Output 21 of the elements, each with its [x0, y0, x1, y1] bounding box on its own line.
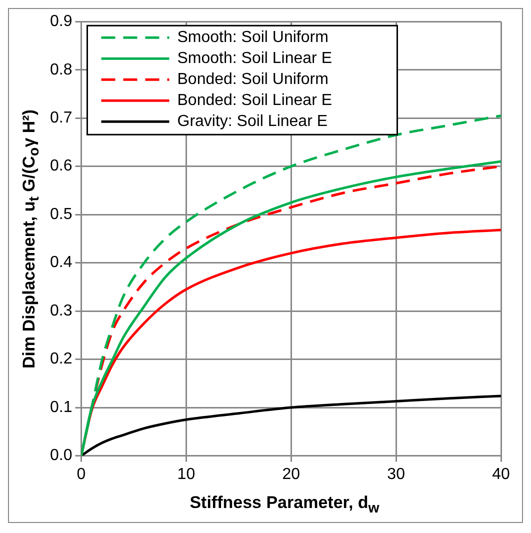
x-tick-label: 30 — [387, 466, 406, 483]
y-tick-label: 0.8 — [50, 61, 72, 78]
y-tick-label: 0.6 — [50, 158, 72, 175]
legend-label: Bonded: Soil Linear E — [177, 92, 332, 110]
y-tick-label: 0.7 — [50, 109, 72, 126]
legend-label: Gravity: Soil Linear E — [177, 113, 328, 130]
y-tick-label: 0.4 — [50, 254, 72, 272]
legend-label: Bonded: Soil Uniform — [177, 71, 328, 88]
y-tick-label: 0.2 — [50, 350, 72, 368]
y-tick-label: 0.9 — [50, 13, 72, 30]
y-tick-label: 0.5 — [50, 206, 72, 223]
x-axis-title: Stiffness Parameter, d$_{w}$ — [188, 492, 380, 516]
y-tick-label: 0.3 — [50, 302, 72, 320]
x-tick-label: 0 — [76, 466, 86, 483]
legend-label: Smooth: Soil Linear E — [177, 50, 332, 68]
y-tick-label: 0.1 — [50, 398, 72, 416]
y-tick-label: 0.0 — [50, 447, 72, 464]
legend-label: Smooth: Soil Uniform — [177, 29, 328, 46]
x-tick-label: 20 — [282, 466, 300, 483]
x-tick-label: 10 — [177, 466, 196, 483]
x-tick-label: 40 — [492, 466, 510, 483]
